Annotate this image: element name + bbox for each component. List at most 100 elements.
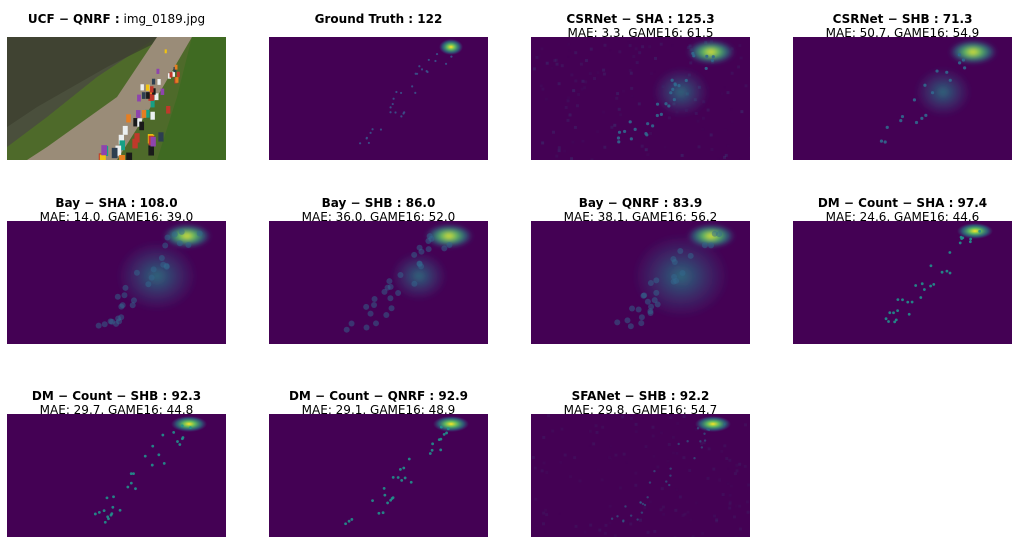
density-point [411, 280, 418, 287]
runner [137, 94, 141, 102]
density-point [640, 511, 644, 514]
runner [169, 72, 173, 78]
runner [126, 114, 131, 123]
density-layer [614, 224, 735, 330]
density-point [409, 480, 413, 484]
density-map [531, 37, 750, 160]
density-point [445, 431, 448, 435]
density-point [958, 241, 962, 245]
panel-title: Bay − SHB : 86.0 [269, 196, 488, 210]
density-layer [95, 224, 211, 329]
panel-metrics: MAE: 24.6, GAME16: 44.6 [825, 210, 980, 224]
density-point [636, 518, 639, 521]
runner [139, 121, 145, 131]
density-map [793, 221, 1012, 344]
density-point [929, 264, 933, 268]
runner [167, 73, 171, 79]
density-point [400, 115, 403, 118]
density-point [395, 290, 402, 297]
density-point [653, 469, 656, 473]
density-point [659, 112, 663, 116]
density-point [883, 140, 887, 144]
panel-ground-truth: Ground Truth : 122 [269, 12, 488, 163]
density-point [963, 66, 967, 70]
density-point [919, 296, 923, 299]
density-point [920, 282, 924, 286]
density-point [185, 242, 192, 249]
panel-title-bold: UCF − QNRF : [27, 12, 120, 26]
density-point [407, 457, 411, 461]
density-point [968, 240, 972, 244]
density-point [670, 78, 674, 82]
density-map [793, 37, 1012, 160]
density-map [7, 414, 226, 537]
density-point [176, 240, 183, 247]
panel-dm-count-sha: DM − Count − SHA : 97.4 MAE: 24.6, GAME16… [793, 196, 1012, 347]
panel-bay-qnrf: Bay − QNRF : 83.9 MAE: 38.1, GAME16: 56.2 [531, 196, 750, 347]
density-point [178, 443, 182, 446]
density-point [957, 53, 962, 57]
runner [146, 92, 150, 99]
density-point [114, 293, 121, 300]
panel-metrics: MAE: 29.7, GAME16: 44.8 [39, 403, 194, 417]
runner [101, 145, 107, 156]
runner [145, 109, 150, 118]
density-point [623, 129, 627, 134]
panel-csrnet-sha: CSRNet − SHA : 125.3 MAE: 3.3, GAME16: 61… [531, 12, 750, 163]
density-point [162, 242, 169, 249]
heatmap-icon [884, 223, 993, 324]
density-point [418, 65, 421, 68]
density-point [899, 119, 903, 123]
density-point [651, 297, 658, 304]
panel-title-bold: DM − Count − SHB : 92.3 [31, 389, 202, 403]
runner [164, 49, 167, 54]
density-point [371, 296, 378, 303]
density-point [389, 111, 392, 114]
runner [166, 105, 171, 114]
density-point [879, 139, 884, 143]
density-point [178, 228, 185, 235]
density-point [643, 503, 647, 507]
density-point [399, 467, 402, 471]
density-point [920, 116, 924, 120]
density-point [940, 270, 944, 274]
runner [156, 68, 160, 74]
density-point [686, 440, 689, 443]
density-point [386, 501, 389, 505]
density-point [647, 310, 654, 317]
density-point [646, 122, 650, 126]
density-point [102, 509, 106, 513]
heatmap-icon [343, 224, 473, 333]
density-point [914, 284, 918, 287]
density-point [901, 298, 904, 302]
density-point [105, 496, 109, 500]
panel-metrics: MAE: 36.0, GAME16: 52.0 [301, 210, 456, 224]
density-point [394, 111, 397, 114]
density-point [668, 483, 671, 487]
density-point [129, 302, 136, 309]
panel-metrics: MAE: 38.1, GAME16: 56.2 [563, 210, 718, 224]
density-point [391, 476, 395, 479]
density-point [638, 314, 645, 321]
density-point [367, 141, 370, 145]
density-point [704, 66, 708, 71]
density-point [677, 247, 684, 254]
panel-title-bold: DM − Count − SHA : 97.4 [817, 196, 988, 210]
density-layer [879, 40, 997, 144]
heatmap-icon [344, 416, 469, 526]
density-point [113, 320, 120, 327]
density-point [434, 59, 437, 63]
density-point [907, 312, 911, 316]
density-point [439, 448, 443, 452]
panel-title: DM − Count − SHA : 97.4 [793, 196, 1012, 210]
density-point [922, 288, 926, 291]
density-point [151, 444, 155, 448]
panel-title-bold: Bay − QNRF : 83.9 [578, 196, 703, 210]
density-point [442, 433, 446, 436]
density-point [425, 69, 428, 73]
panel-dm-count-shb: DM − Count − SHB : 92.3 MAE: 29.7, GAME16… [7, 389, 226, 540]
density-point [896, 309, 900, 313]
panel-metrics: MAE: 29.1, GAME16: 48.9 [301, 403, 456, 417]
density-map [269, 37, 488, 160]
density-point [969, 237, 973, 241]
